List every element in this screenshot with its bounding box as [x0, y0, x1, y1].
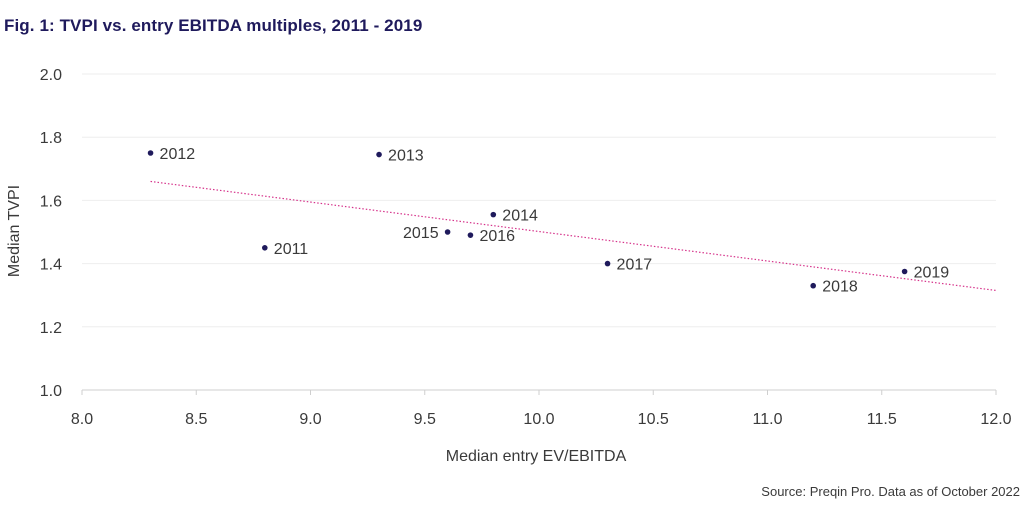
point-label: 2018 — [822, 279, 858, 296]
x-tick-label: 9.5 — [414, 411, 436, 428]
point-label: 2015 — [403, 225, 439, 242]
data-point — [262, 245, 268, 251]
x-tick-label: 10.5 — [638, 411, 669, 428]
y-tick-label: 1.8 — [40, 130, 62, 147]
point-label: 2013 — [388, 148, 424, 165]
data-point — [810, 282, 816, 289]
y-tick-label: 1.4 — [40, 257, 62, 274]
data-point — [376, 151, 382, 158]
data-point — [901, 268, 908, 275]
x-tick-label: 11.5 — [867, 411, 897, 428]
data-point — [147, 150, 154, 156]
x-axis-label: Median entry EV/EBITDA — [446, 448, 627, 465]
y-tick-label: 2.0 — [40, 67, 62, 84]
x-tick-label: 12.0 — [980, 411, 1011, 428]
y-tick-label: 1.6 — [40, 193, 62, 210]
y-axis-label: Median TVPI — [6, 185, 23, 277]
point-label: 2011 — [274, 241, 309, 258]
x-tick-label: 8.5 — [185, 411, 207, 428]
x-tick-label: 9.0 — [299, 411, 321, 428]
point-label: 2016 — [479, 228, 515, 245]
point-label: 2014 — [502, 208, 538, 225]
data-point — [604, 260, 611, 267]
trendline-group — [150, 180, 997, 292]
trendline — [150, 180, 997, 292]
x-tick-label: 10.0 — [523, 411, 554, 428]
source-note: Source: Preqin Pro. Data as of October 2… — [761, 484, 1020, 499]
x-tick-label: 11.0 — [753, 411, 783, 428]
data-point — [444, 229, 451, 235]
data-point — [467, 232, 474, 238]
data-points: 2011 2012 2013 2014 2015 2016 2017 2018 2019 — [147, 146, 950, 296]
y-tick-label: 1.2 — [40, 320, 62, 337]
data-point — [490, 211, 497, 218]
point-label: 2012 — [160, 146, 196, 163]
x-tick-label: 8.0 — [71, 411, 93, 428]
grid-lines — [82, 73, 996, 328]
point-label: 2017 — [617, 257, 653, 274]
point-label: 2019 — [914, 265, 950, 282]
y-tick-label: 1.0 — [40, 383, 62, 400]
chart-title: Fig. 1: TVPI vs. entry EBITDA multiples,… — [4, 16, 423, 35]
axes: 1.0 1.2 1.4 1.6 1.8 2.0 8.0 8.5 9.0 9.5 10.0 10.5 11… — [40, 67, 1012, 428]
